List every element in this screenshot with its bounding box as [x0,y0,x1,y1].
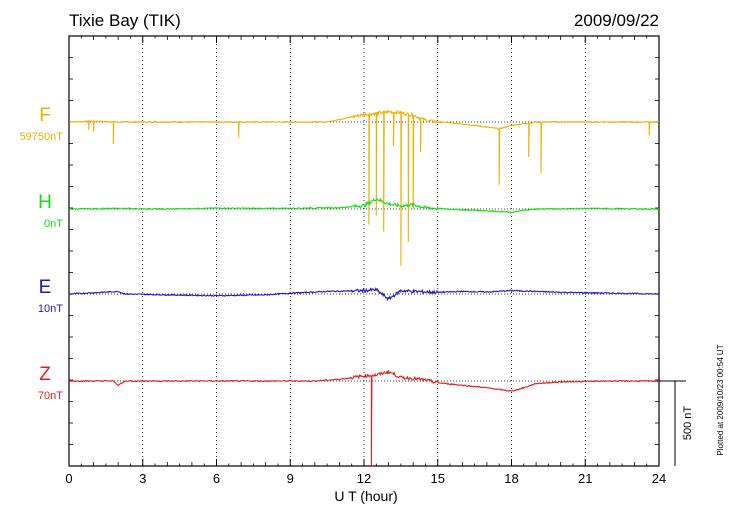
x-tick-label: 6 [213,471,220,486]
series-name-z: Z [39,364,51,385]
series-baseline-e: 10nT [38,303,63,315]
series-line-h [68,197,660,214]
grid-lines [142,36,586,466]
x-tick-label: 24 [652,471,666,486]
series-traces [68,109,660,467]
series-labels: F 59750nT H 0nT E 10nT Z 70nT [20,105,64,402]
station-title: Tixie Bay (TIK) [69,11,181,30]
x-tick-label: 21 [578,471,592,486]
x-axis-label: U T (hour) [334,488,397,504]
x-tick-label: 0 [65,471,72,486]
x-tick-label: 3 [139,471,146,486]
series-line-z [68,370,660,467]
series-e [68,287,660,302]
date-label: 2009/09/22 [574,11,659,30]
series-name-e: E [39,277,52,298]
series-h [68,197,660,214]
series-line-f [68,109,660,266]
baselines [69,121,659,382]
series-baseline-h: 0nT [44,218,63,230]
x-tick-label: 9 [287,471,294,486]
scale-bar-label: 500 nT [682,406,694,441]
series-baseline-z: 70nT [38,390,63,402]
series-name-f: F [39,105,51,126]
series-z [68,370,660,467]
series-baseline-f: 59750nT [20,131,64,143]
series-f [68,109,660,266]
series-name-h: H [38,192,52,213]
axis-ticks: 0 3 6 9 12 15 18 21 24 [65,35,666,486]
series-line-e [68,287,660,302]
x-tick-label: 12 [357,471,371,486]
x-tick-label: 15 [431,471,445,486]
x-tick-label: 18 [504,471,518,486]
plotted-at-note: Plotted at 2009/10/23 00:54 UT [716,344,725,455]
